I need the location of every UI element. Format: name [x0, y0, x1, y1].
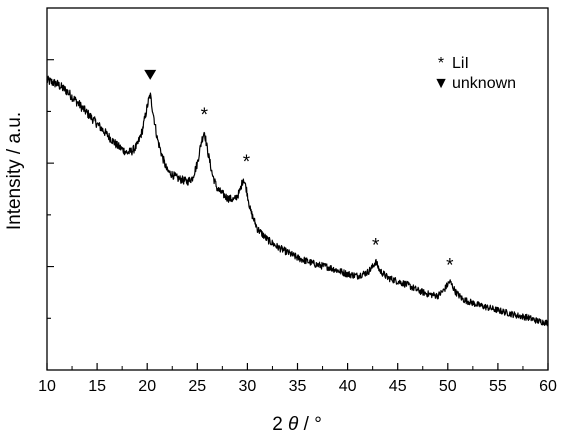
legend-marker-lii: * [438, 55, 444, 72]
x-axis-label: 2 θ / ° [272, 414, 322, 435]
peak-marker-unknown [144, 69, 157, 80]
x-axis-ticks [46, 363, 549, 370]
legend-marker-unknown: ▼ [433, 75, 449, 92]
x-tick-label-45: 45 [389, 378, 407, 395]
peak-marker-lii-2: * [243, 152, 251, 173]
legend: * LiI ▼ unknown [433, 55, 516, 92]
x-tick-label-15: 15 [88, 378, 106, 395]
x-tick-label-10: 10 [38, 378, 56, 395]
peak-markers: * * * * [144, 69, 454, 276]
x-tick-label-35: 35 [289, 378, 307, 395]
x-tick-label-30: 30 [239, 378, 257, 395]
peak-marker-lii-1: * [201, 105, 209, 126]
plot-frame [46, 7, 549, 371]
diffraction-trace [46, 75, 549, 327]
legend-label-unknown: unknown [452, 75, 516, 92]
legend-label-lii: LiI [452, 55, 469, 72]
x-tick-label-25: 25 [188, 378, 206, 395]
y-axis-label: Intensity / a.u. [4, 112, 25, 230]
x-tick-label-60: 60 [539, 378, 557, 395]
peak-marker-lii-3: * [372, 235, 380, 256]
x-tick-label-50: 50 [439, 378, 457, 395]
x-axis-tick-labels: 10 15 20 25 30 35 40 45 50 55 60 [38, 378, 557, 395]
y-axis-ticks [47, 59, 54, 319]
x-tick-label-20: 20 [138, 378, 156, 395]
x-tick-label-40: 40 [339, 378, 357, 395]
x-tick-label-55: 55 [489, 378, 507, 395]
peak-marker-lii-4: * [446, 255, 454, 276]
